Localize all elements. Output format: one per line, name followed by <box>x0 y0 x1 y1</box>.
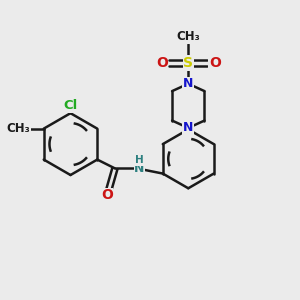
Text: S: S <box>183 56 193 70</box>
Text: Cl: Cl <box>63 99 78 112</box>
Text: H: H <box>135 155 144 165</box>
Text: CH₃: CH₃ <box>7 122 31 135</box>
Text: O: O <box>209 56 221 70</box>
Text: O: O <box>156 56 168 70</box>
Text: N: N <box>183 122 194 134</box>
Text: O: O <box>101 188 112 203</box>
Text: N: N <box>134 162 145 175</box>
Text: CH₃: CH₃ <box>176 30 200 43</box>
Text: N: N <box>183 77 194 90</box>
